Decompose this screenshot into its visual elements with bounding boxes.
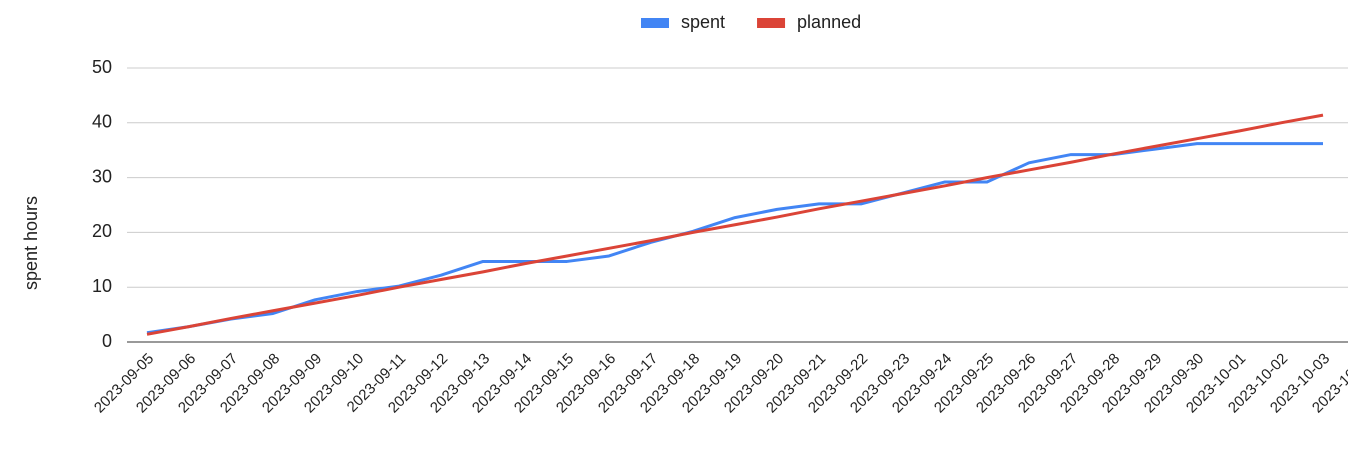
legend-label: spent xyxy=(681,12,725,32)
y-tick-label: 10 xyxy=(92,276,112,296)
legend-swatch xyxy=(641,18,669,28)
legend-label: planned xyxy=(797,12,861,32)
y-tick-label: 20 xyxy=(92,221,112,241)
y-tick-label: 0 xyxy=(102,331,112,351)
series-line xyxy=(146,113,1324,336)
series-line xyxy=(146,142,1323,335)
y-tick-label: 50 xyxy=(92,57,112,77)
legend-swatch xyxy=(757,18,786,28)
y-axis-label: spent hours xyxy=(21,196,41,290)
y-tick-label: 30 xyxy=(92,166,112,186)
y-tick-label: 40 xyxy=(92,112,112,132)
